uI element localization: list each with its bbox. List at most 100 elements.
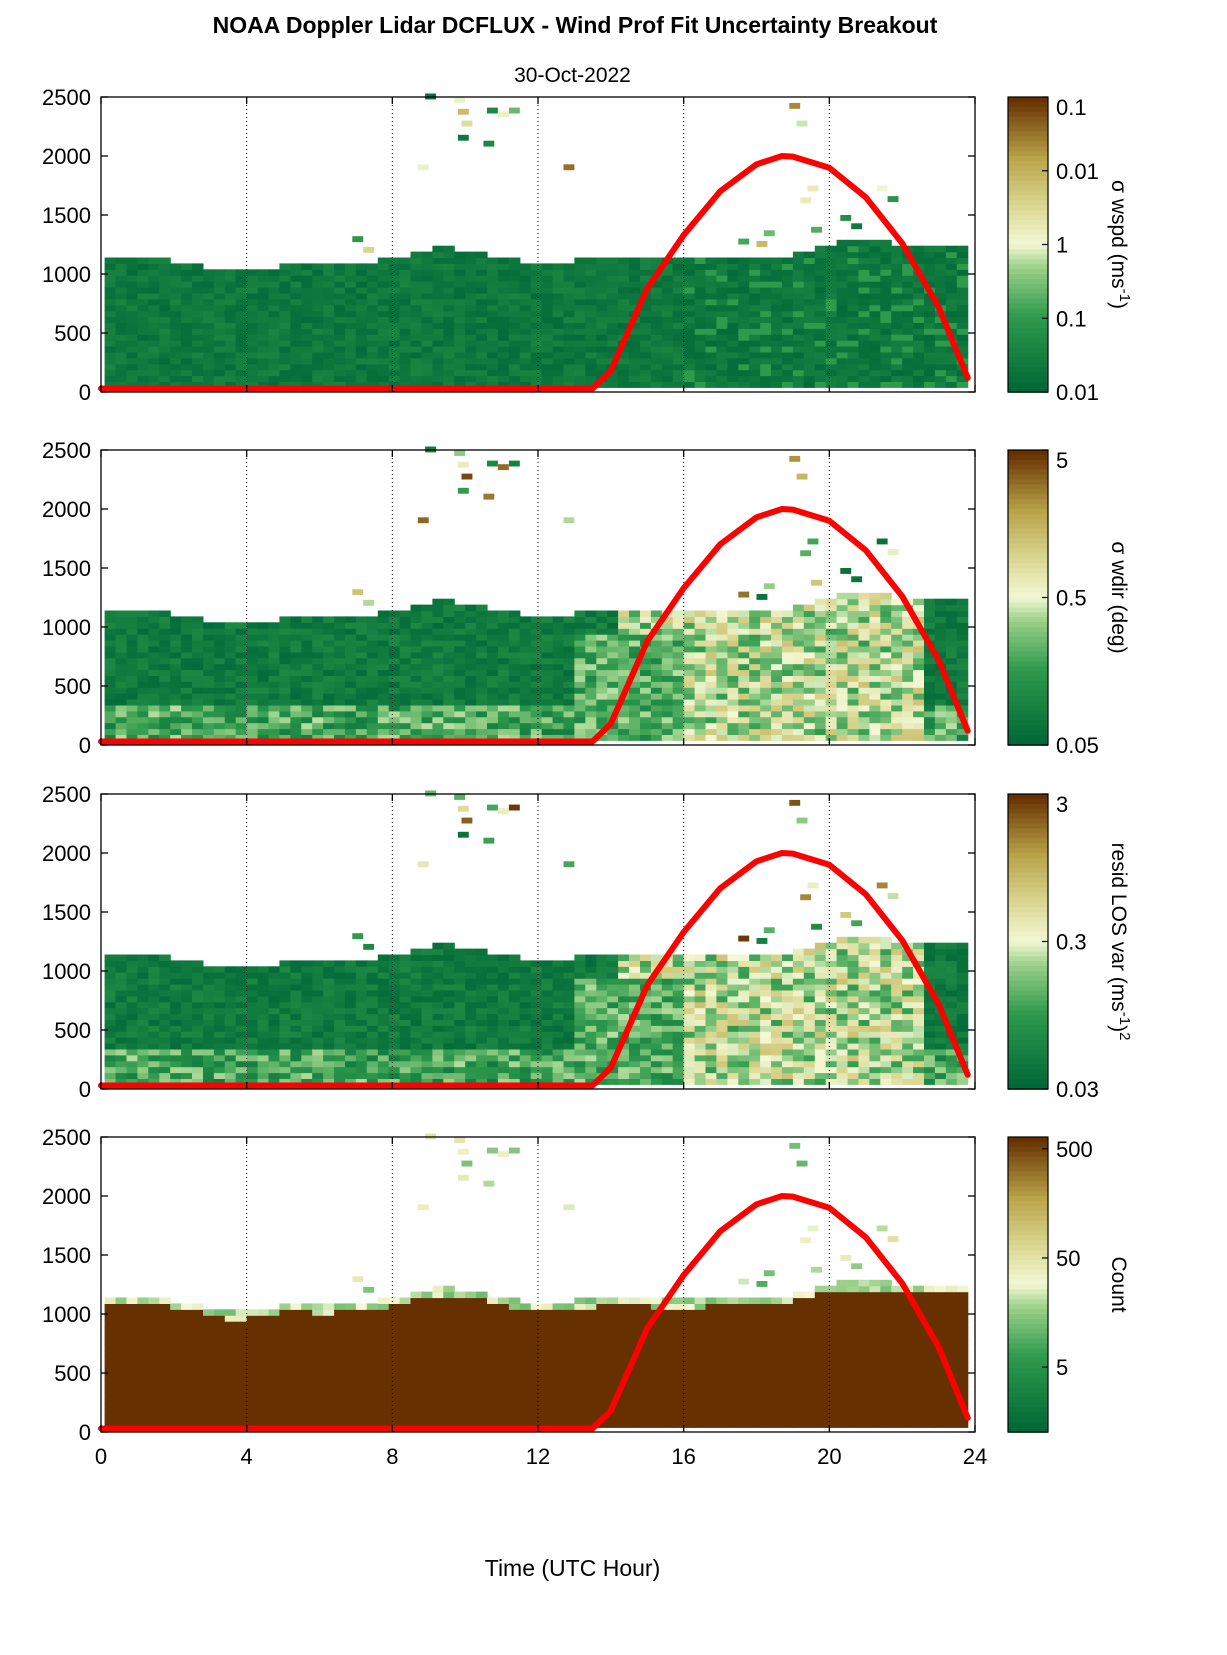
heatmap-cell <box>705 995 717 1003</box>
heatmap-cell <box>716 292 728 300</box>
heatmap-cell <box>629 984 641 991</box>
colorbar-tick-label: 0.01 <box>1056 380 1099 405</box>
heatmap-cell <box>596 263 608 270</box>
heatmap-cell <box>246 316 259 323</box>
heatmap-cell <box>126 1025 138 1032</box>
heatmap-cell <box>869 310 881 318</box>
heatmap-cell <box>399 1019 412 1026</box>
heatmap-cell <box>476 687 488 694</box>
heatmap-cell <box>530 1043 543 1050</box>
heatmap-cell <box>596 978 608 985</box>
heatmap-cell <box>279 346 291 353</box>
heatmap-cell <box>858 640 870 647</box>
heatmap-cell <box>760 628 772 635</box>
heatmap-cell <box>683 281 696 288</box>
heatmap-cell <box>683 710 696 718</box>
heatmap-cell <box>454 704 466 712</box>
heatmap-cell <box>880 322 892 329</box>
heatmap-cell <box>705 610 717 617</box>
heatmap-cell <box>727 346 739 353</box>
heatmap-cell <box>705 984 717 991</box>
heatmap-cell <box>355 281 368 288</box>
heatmap-cell <box>399 328 412 335</box>
heatmap-cell <box>618 1025 630 1032</box>
heatmap-cell <box>443 369 455 377</box>
heatmap-cell <box>246 675 259 682</box>
heatmap-cell <box>574 275 586 282</box>
heatmap-cell <box>738 257 750 264</box>
heatmap-cell <box>716 322 728 329</box>
heatmap-cell <box>858 298 870 306</box>
heatmap-cell <box>497 292 510 300</box>
heatmap-cell <box>530 995 543 1003</box>
heatmap-cell <box>683 1060 696 1068</box>
heatmap-cell <box>301 722 313 730</box>
heatmap-cell <box>574 634 586 641</box>
heatmap-cell <box>640 1001 652 1009</box>
heatmap-cell <box>825 351 838 359</box>
heatmap-cell <box>104 346 117 353</box>
heatmap-cell <box>159 1001 171 1009</box>
heatmap-cell <box>629 687 641 694</box>
heatmap-cell <box>574 645 586 653</box>
heatmap-cell <box>858 710 870 718</box>
y-tick-label: 500 <box>54 321 91 346</box>
heatmap-cell <box>366 328 379 335</box>
heatmap-cell <box>607 616 619 623</box>
heatmap-cell <box>869 716 881 724</box>
heatmap-cell <box>148 989 160 997</box>
heatmap-cell <box>945 598 958 606</box>
heatmap-cell <box>574 1007 586 1015</box>
heatmap-cell <box>563 304 575 312</box>
heatmap-cell <box>301 687 313 694</box>
heatmap-cell <box>192 1066 204 1074</box>
heatmap-cell <box>170 995 182 1003</box>
heatmap-cell <box>530 322 543 329</box>
heatmap-cell <box>934 298 947 306</box>
heatmap-cell <box>104 978 117 985</box>
heatmap-cell <box>181 369 193 377</box>
heatmap-cell <box>312 1013 324 1020</box>
heatmap-cell <box>476 978 488 985</box>
heatmap-cell <box>825 645 838 653</box>
heatmap-cell <box>607 1031 619 1038</box>
heatmap-cell <box>694 292 707 300</box>
heatmap-cell <box>749 346 761 353</box>
heatmap-cell <box>323 966 335 973</box>
heatmap-cell <box>596 710 608 718</box>
heatmap-cell <box>552 304 565 312</box>
heatmap-cell <box>650 287 663 294</box>
heatmap-cell <box>771 340 783 347</box>
heatmap-cell <box>126 334 138 341</box>
heatmap-cell <box>290 966 302 973</box>
heatmap-cell <box>792 699 805 706</box>
heatmap-cell <box>924 663 936 671</box>
heatmap-cell <box>771 375 783 382</box>
heatmap-cell <box>257 316 270 323</box>
heatmap-cell <box>661 381 674 388</box>
heatmap-cell <box>181 699 193 706</box>
heatmap-cell <box>749 634 761 641</box>
heatmap-cell <box>902 610 914 617</box>
heatmap-cell <box>716 375 728 382</box>
heatmap-cell <box>694 1007 707 1015</box>
heatmap-cell <box>924 245 936 253</box>
heatmap-cell <box>203 995 215 1003</box>
heatmap-cell <box>705 269 717 276</box>
heatmap-cell <box>301 381 313 388</box>
heatmap-cell <box>355 328 368 335</box>
colorbar-step <box>1008 372 1048 378</box>
heatmap-cell <box>432 628 444 635</box>
heatmap-cell <box>268 710 280 718</box>
heatmap-cell <box>410 604 422 612</box>
heatmap-cell <box>749 663 761 671</box>
heatmap-cell <box>563 675 575 682</box>
heatmap-cell <box>694 298 707 306</box>
heatmap-cell <box>301 699 313 706</box>
heatmap-cell <box>268 966 280 973</box>
heatmap-cell <box>945 304 958 312</box>
heatmap-cell <box>607 663 619 671</box>
heatmap-cell <box>683 292 696 300</box>
heatmap-cell <box>366 1025 379 1032</box>
heatmap-cell <box>301 734 313 741</box>
